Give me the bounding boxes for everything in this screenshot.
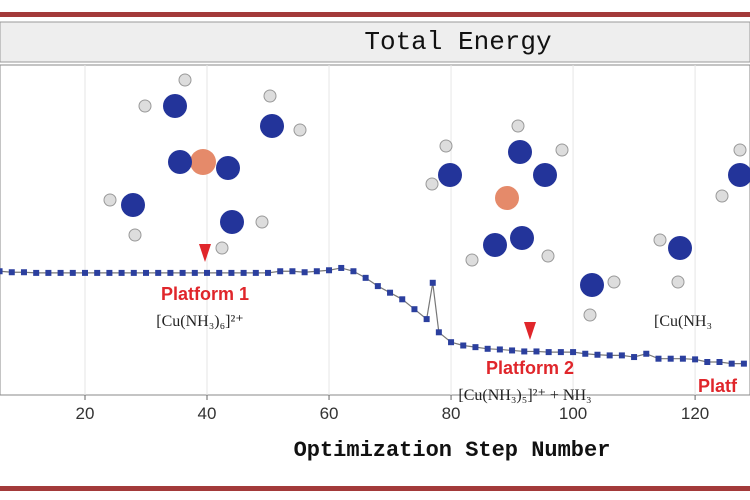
data-point	[106, 269, 113, 276]
x-axis: 20 40 60 80 100 120	[76, 395, 709, 423]
top-border	[0, 12, 750, 17]
bottom-border	[0, 486, 750, 491]
data-point	[252, 269, 259, 276]
data-point	[216, 269, 223, 276]
data-point	[655, 355, 662, 362]
data-point	[521, 348, 528, 355]
data-point	[155, 269, 162, 276]
marker-arrow	[524, 322, 536, 340]
data-point	[435, 329, 442, 336]
x-axis-label: Optimization Step Number	[294, 438, 611, 463]
data-point	[472, 344, 479, 351]
data-point	[277, 268, 284, 275]
data-point	[240, 269, 247, 276]
x-tick-label: 100	[559, 404, 587, 423]
data-point	[533, 348, 540, 355]
data-point	[94, 269, 101, 276]
annotation-label: Platform 2	[486, 358, 574, 378]
data-point	[118, 269, 125, 276]
data-point	[411, 306, 418, 313]
data-point	[545, 349, 552, 356]
title-bar	[0, 21, 750, 63]
data-point	[167, 269, 174, 276]
molecule-1	[103, 73, 307, 255]
data-point	[45, 269, 52, 276]
data-point	[460, 342, 467, 349]
x-tick-label: 60	[320, 404, 339, 423]
data-point	[0, 268, 3, 275]
x-tick-label: 80	[442, 404, 461, 423]
data-point	[631, 354, 638, 361]
data-point	[423, 316, 430, 323]
data-layer	[0, 264, 747, 367]
plot-area	[0, 64, 750, 396]
annotation-label: Platf	[698, 376, 738, 396]
data-point	[81, 269, 88, 276]
data-point	[204, 269, 211, 276]
data-point	[265, 269, 272, 276]
data-point	[606, 352, 613, 359]
data-point	[8, 269, 15, 276]
data-point	[509, 347, 516, 354]
data-point	[362, 274, 369, 281]
data-point	[374, 283, 381, 290]
x-tick-label: 120	[681, 404, 709, 423]
x-tick-label: 20	[76, 404, 95, 423]
annotation-label: Platform 1	[161, 284, 249, 304]
data-point	[429, 279, 436, 286]
data-point	[716, 359, 723, 365]
annotation-formula: [Cu(NH₃)₆]²⁺	[156, 313, 244, 330]
data-point	[728, 360, 735, 367]
data-point	[643, 350, 650, 357]
data-point	[191, 269, 198, 276]
data-point	[692, 356, 699, 363]
data-point	[142, 269, 149, 276]
data-point	[484, 345, 491, 352]
data-point	[301, 269, 308, 276]
data-point	[667, 355, 674, 362]
molecule-3	[653, 143, 750, 289]
grid	[84, 65, 696, 395]
data-point	[557, 349, 564, 356]
data-point	[387, 289, 394, 296]
data-point	[130, 269, 137, 276]
data-point	[618, 352, 625, 359]
data-point	[179, 269, 186, 276]
data-point	[679, 355, 686, 362]
data-point	[228, 269, 235, 276]
data-point	[57, 269, 64, 276]
data-point	[350, 268, 357, 275]
data-point	[704, 359, 711, 365]
data-point	[740, 360, 747, 367]
data-point	[582, 350, 589, 357]
data-point	[326, 267, 333, 274]
data-point	[496, 346, 503, 353]
marker-arrow	[199, 244, 211, 262]
data-point	[338, 264, 345, 271]
data-point	[594, 351, 601, 358]
data-point	[69, 269, 76, 276]
chart-title: Total Energy	[364, 27, 551, 57]
data-point	[20, 269, 27, 276]
annotation-formula: [Cu(NH₃)₅]²⁺ + NH₃	[458, 387, 591, 404]
annotation-formula: [Cu(NH₃	[654, 313, 712, 330]
molecule-2	[425, 119, 621, 322]
data-point	[33, 269, 40, 276]
data-point	[399, 296, 406, 303]
data-point	[289, 268, 296, 275]
data-point	[313, 268, 320, 275]
data-point	[448, 339, 455, 346]
data-point	[570, 349, 577, 356]
x-tick-label: 40	[198, 404, 217, 423]
